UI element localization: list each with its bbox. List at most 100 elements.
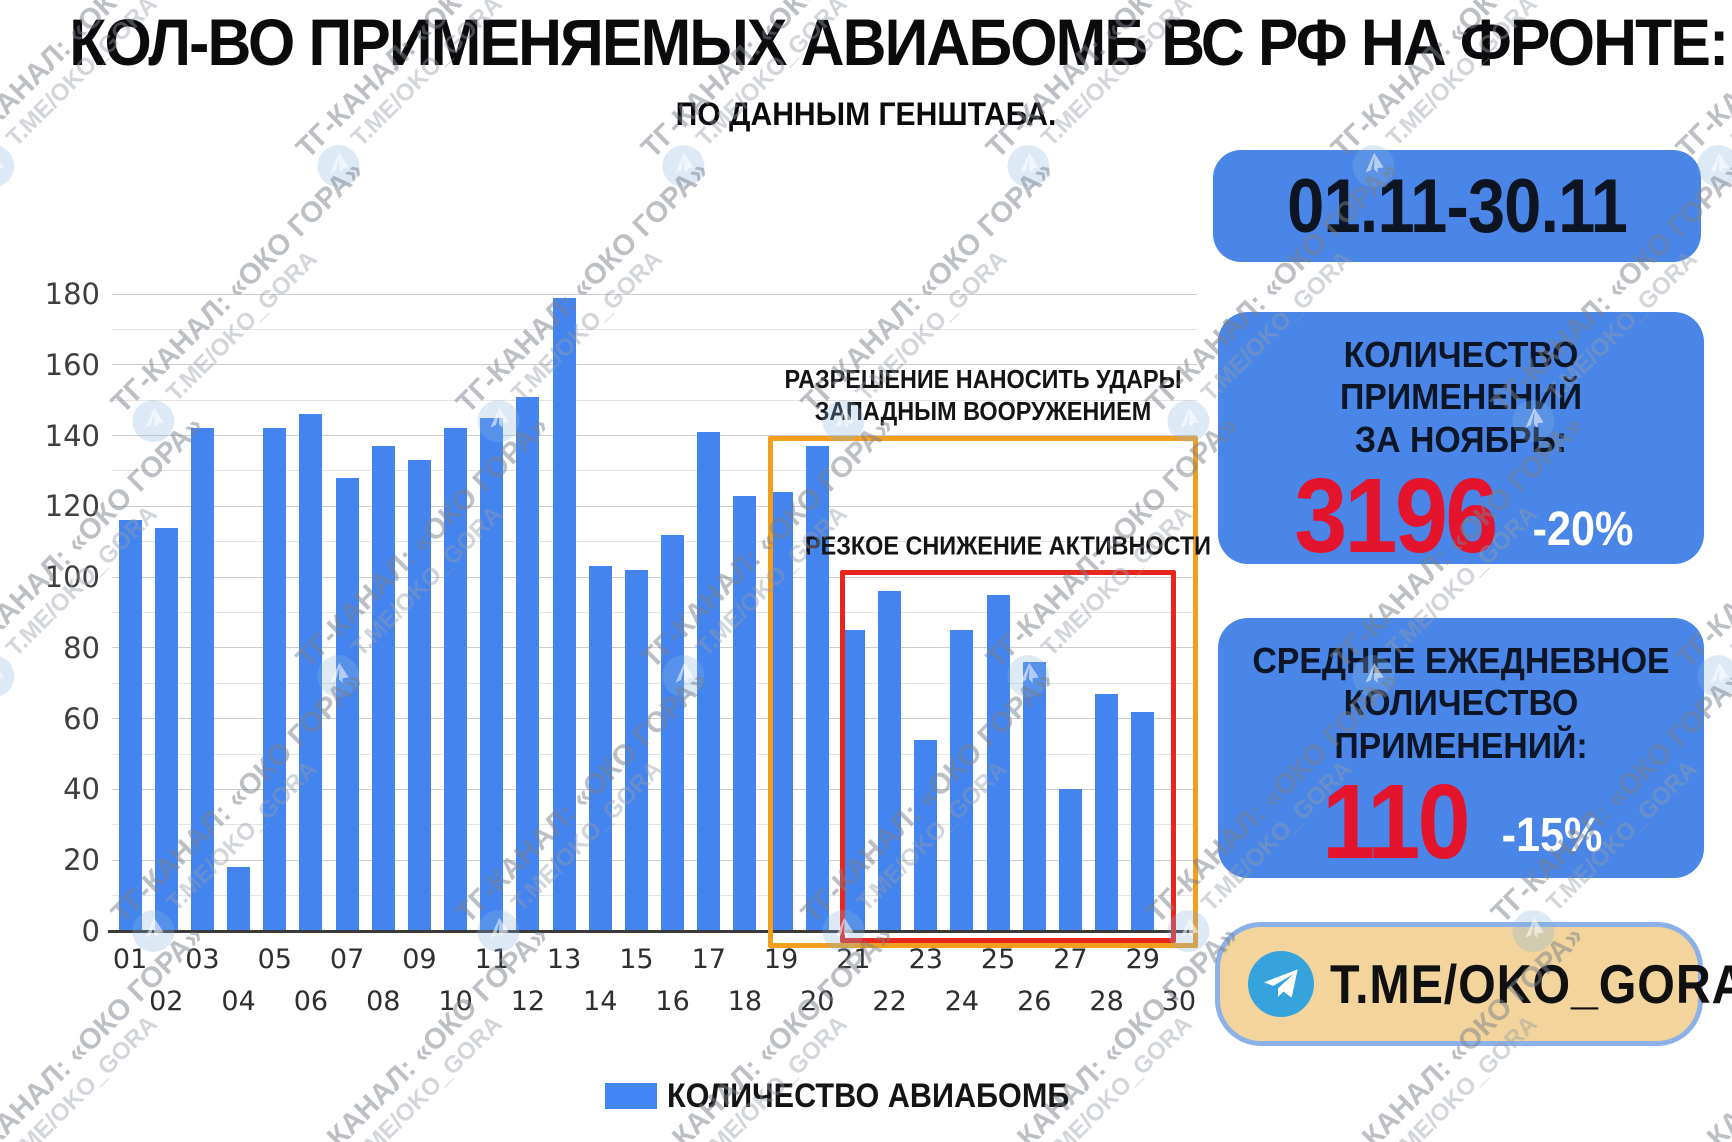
page-title: КОЛ-ВО ПРИМЕНЯЕМЫХ АВИАБОМБ ВС РФ НА ФРО… — [69, 5, 1729, 79]
gridline-150 — [112, 399, 1197, 401]
x-axis-label: 20 — [800, 986, 835, 1017]
gridline-110 — [112, 541, 1197, 543]
bar-day-22 — [878, 591, 902, 930]
x-axis-label: 04 — [221, 986, 256, 1017]
x-axis-label: 01 — [112, 944, 148, 975]
bar-day-15 — [624, 570, 648, 930]
bar-day-08 — [371, 446, 395, 930]
x-axis-label: 26 — [1017, 986, 1052, 1017]
telegram-icon — [1248, 951, 1314, 1017]
page-subtitle: ПО ДАННЫМ ГЕНШТАБА. — [675, 96, 1057, 132]
x-axis-label: 03 — [185, 944, 220, 975]
annotation-label-1: РАЗРЕШЕНИЕ НАНОСИТЬ УДАРЫ ЗАПАДНЫМ ВООРУ… — [784, 363, 1182, 427]
stat-panel-average-title: СРЕДНЕЕ ЕЖЕДНЕВНОЕ КОЛИЧЕСТВО ПРИМЕНЕНИЙ… — [1252, 640, 1670, 766]
bar-day-16 — [661, 534, 685, 930]
gridline-180 — [112, 293, 1197, 295]
y-axis-label: 0 — [81, 914, 100, 948]
x-axis-label: 09 — [402, 944, 437, 975]
date-range-text: 01.11-30.11 — [1287, 163, 1628, 249]
bar-day-01 — [118, 520, 142, 930]
bar-day-19 — [769, 492, 793, 930]
bar-day-11 — [480, 417, 504, 930]
annotation-box-1 — [768, 435, 1198, 948]
stat-panel-average-row: 110 -15% — [1314, 769, 1608, 875]
x-axis-label: 21 — [836, 944, 871, 975]
x-axis-line — [108, 930, 1197, 933]
bar-day-23 — [914, 739, 938, 930]
x-axis-label: 05 — [257, 944, 292, 975]
gridline-120 — [112, 505, 1197, 507]
bar-day-02 — [154, 527, 178, 930]
x-axis-label: 13 — [546, 944, 582, 975]
annotation-box-2 — [840, 570, 1176, 943]
y-axis-label: 120 — [44, 489, 100, 524]
x-axis-label: 29 — [1125, 944, 1160, 975]
bar-day-10 — [444, 428, 468, 930]
gridline-170 — [112, 328, 1197, 330]
bar-day-07 — [335, 478, 359, 930]
legend-label: КОЛИЧЕСТВО АВИАБОМБ — [667, 1076, 1070, 1115]
bar-day-20 — [805, 446, 829, 930]
bar-day-27 — [1058, 789, 1082, 930]
telegram-link[interactable]: T.ME/OKO_GORA — [1215, 922, 1732, 1046]
y-axis-label: 40 — [63, 772, 100, 807]
x-axis-label: 15 — [619, 944, 654, 975]
gridline-80 — [112, 647, 1197, 649]
x-axis-label: 28 — [1089, 986, 1124, 1017]
x-axis-label: 23 — [908, 944, 943, 975]
x-axis-label: 02 — [149, 986, 184, 1017]
stat-panel-average-change: -15% — [1501, 809, 1603, 863]
y-axis-label: 180 — [44, 277, 100, 311]
gridline-70 — [112, 682, 1197, 684]
bar-day-04 — [227, 867, 251, 930]
x-axis-label: 11 — [474, 944, 509, 975]
stat-panel-average-value: 110 — [1322, 763, 1471, 882]
bar-day-24 — [950, 630, 974, 930]
gridline-100 — [112, 576, 1197, 578]
x-axis-label: 19 — [763, 944, 799, 975]
gridline-50 — [112, 753, 1197, 755]
bar-day-28 — [1095, 693, 1119, 930]
bar-day-29 — [1131, 711, 1155, 930]
bar-day-09 — [407, 460, 431, 930]
stat-panel-total-title: КОЛИЧЕСТВО ПРИМЕНЕНИЙ ЗА НОЯБРЬ: — [1339, 334, 1583, 460]
gridline-90 — [112, 612, 1197, 613]
x-axis-label: 18 — [727, 986, 763, 1017]
chart-legend: КОЛИЧЕСТВО АВИАБОМБ — [600, 1076, 1120, 1116]
bar-day-25 — [986, 594, 1010, 930]
bar-day-06 — [299, 414, 323, 930]
gridline-140 — [112, 435, 1197, 437]
bar-day-05 — [263, 428, 287, 930]
gridline-60 — [112, 718, 1197, 720]
gridline-130 — [112, 470, 1197, 472]
legend-swatch — [605, 1083, 658, 1109]
stat-panel-total: КОЛИЧЕСТВО ПРИМЕНЕНИЙ ЗА НОЯБРЬ: 3196 -2… — [1218, 312, 1704, 569]
bar-day-26 — [1022, 662, 1046, 930]
bar-day-18 — [733, 495, 757, 930]
annotation-label-2: РЕЗКОЕ СНИЖЕНИЕ АКТИВНОСТИ — [805, 530, 1212, 561]
bar-day-21 — [841, 630, 865, 930]
x-axis-label: 14 — [583, 986, 618, 1017]
bar-day-14 — [588, 566, 612, 930]
gridline-40 — [112, 788, 1197, 790]
gridline-10 — [112, 895, 1197, 897]
x-axis-label: 12 — [510, 986, 546, 1017]
x-axis-label: 10 — [438, 986, 473, 1017]
gridline-160 — [112, 364, 1197, 366]
x-axis-label: 07 — [329, 944, 365, 975]
gridline-20 — [112, 859, 1197, 861]
stat-panel-total-change: -20% — [1532, 503, 1634, 557]
telegram-link-label: T.ME/OKO_GORA — [1330, 953, 1732, 1015]
bar-day-12 — [516, 396, 540, 930]
x-axis-label: 17 — [691, 944, 726, 975]
date-range-badge: 01.11-30.11 — [1213, 150, 1701, 262]
y-axis-label: 80 — [63, 630, 100, 665]
x-axis-label: 27 — [1053, 944, 1088, 975]
x-axis-label: 16 — [655, 986, 690, 1017]
stat-panel-average: СРЕДНЕЕ ЕЖЕДНЕВНОЕ КОЛИЧЕСТВО ПРИМЕНЕНИЙ… — [1218, 618, 1704, 878]
stat-panel-total-value: 3196 — [1294, 457, 1498, 576]
x-axis-label: 22 — [872, 986, 907, 1017]
bar-day-03 — [190, 428, 214, 930]
